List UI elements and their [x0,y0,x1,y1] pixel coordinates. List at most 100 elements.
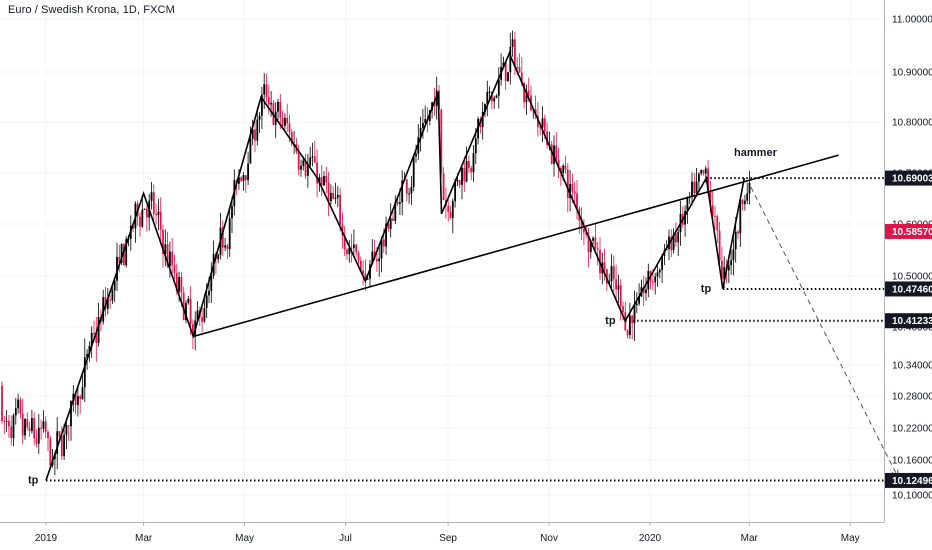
candle-body [387,223,390,229]
candle-body [702,169,705,174]
candle-body [495,95,498,98]
candle-body [284,117,286,126]
time-tick-label: May [235,533,254,544]
price-tick-label: 10.80000 [892,118,932,129]
candle-body [732,249,735,261]
candle-body [419,127,422,138]
candle-body [224,245,226,248]
candle-body [187,298,190,303]
candle-body [569,183,571,199]
candle-body [571,183,574,192]
candle-body [704,168,707,174]
candle-body [458,180,461,185]
candle-body [72,393,75,401]
price-level-label: 10.69003 [892,174,932,185]
price-label-bg [885,313,932,329]
candle-body [541,118,544,128]
price-level-label: 10.12496 [892,476,932,487]
candle-body [615,279,617,290]
candle-body [14,408,17,416]
candle-body [635,303,638,306]
candle-body [412,156,415,188]
candle-body [606,269,608,284]
candle-body [451,201,454,219]
candle-body [346,249,348,255]
candle-body [169,251,171,267]
candle-body [603,262,606,270]
candle-body [562,165,565,174]
candle-body [461,167,463,185]
candle-body [714,215,716,217]
candle-body [454,181,456,202]
candle-body [244,175,247,181]
candle-body [330,192,332,202]
current-price-label-bg [885,223,932,239]
candle-body [19,399,22,414]
trendline [193,154,839,338]
candle-body [741,199,744,205]
candle-body [339,194,341,225]
candle-body [401,180,404,203]
candle-body [106,299,109,309]
candle-body [744,200,746,205]
candle-body [203,307,206,322]
candle-body [286,117,289,124]
candle-body [626,330,629,336]
candle-body [42,421,45,429]
candle-body [343,235,346,250]
candle-body [385,223,387,247]
candle-body [396,201,399,204]
candle-body [576,193,578,209]
candle-body [173,265,176,273]
candle-body [566,169,569,199]
candle-body [58,431,61,437]
candle-body [378,258,381,262]
candle-body [399,202,401,204]
candle-body [520,72,523,83]
candle-body [258,115,261,120]
candle-body [718,230,721,261]
candle-body [447,206,450,212]
candle-body [263,84,266,95]
candle-body [118,256,121,263]
candle-body [132,225,134,229]
candle-body [228,218,231,250]
candle-body [638,296,640,304]
candle-body [610,266,613,282]
candle-body [290,132,293,145]
candle-body [313,156,316,163]
candle-body [539,127,542,129]
candle-body [734,231,737,250]
candle-body [12,415,15,439]
candle-body [185,302,187,321]
candle-body [472,153,475,173]
candle-body [307,165,309,176]
candle-body [408,193,410,195]
candle-body [474,138,477,154]
candle-body [380,239,383,259]
candle-body [357,252,360,261]
candle-body [77,396,79,406]
candle-body [410,187,413,194]
candle-body [587,235,590,253]
candle-body [281,117,284,126]
candle-body [251,129,254,139]
chart-title: Euro / Swedish Krona, 1D, FXCM [8,4,175,16]
annotation-tp: tp [28,474,39,486]
candle-body [721,260,723,280]
price-level-label: 10.47460 [892,284,932,295]
candle-body [3,421,6,423]
candle-body [217,254,220,260]
candle-body [210,275,213,291]
candle-body [580,220,583,230]
price-tick-label: 10.34000 [892,361,932,372]
candle-body [316,162,318,184]
candle-body [279,101,282,118]
candle-body [525,90,528,103]
price-label-bg [885,472,932,488]
candle-body [327,182,330,202]
candle-body [44,421,47,432]
